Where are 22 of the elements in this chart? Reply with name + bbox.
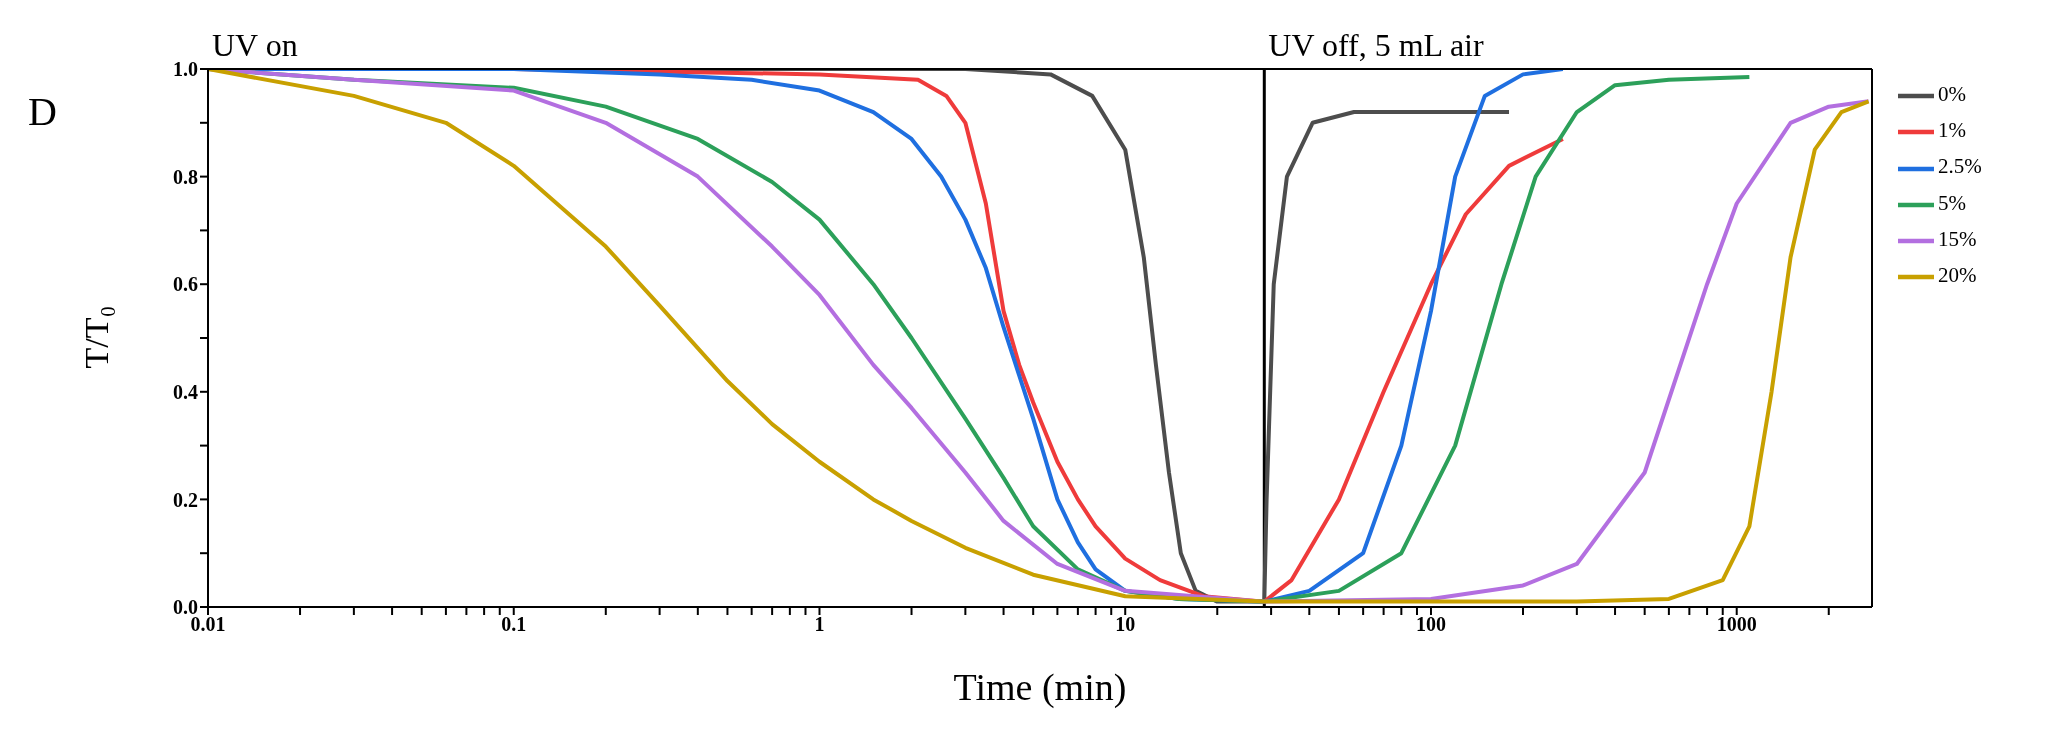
legend-label: 15% (1938, 226, 1977, 251)
y-tick-label: 1.0 (173, 58, 198, 81)
y-axis-title: T/T₀ (78, 305, 116, 369)
legend-label: 20% (1938, 262, 1977, 287)
legend-label: 5% (1938, 190, 1966, 215)
x-tick-label: 100 (1415, 613, 1446, 636)
x-tick-label: 1000 (1716, 613, 1757, 636)
y-tick-label: 0.2 (173, 488, 198, 511)
annotation: UV on (212, 27, 298, 64)
x-tick-label: 0.01 (190, 613, 226, 636)
text: D (28, 88, 57, 135)
legend-label: 2.5% (1938, 154, 1982, 179)
y-tick-label: 0.4 (173, 380, 198, 403)
y-tick-label: 0.6 (173, 273, 198, 296)
x-axis-title: Time (min) (952, 665, 1128, 709)
x-tick-label: 1 (814, 613, 825, 636)
x-tick-label: 10 (1115, 613, 1136, 636)
annotation: UV off, 5 mL air (1268, 27, 1484, 64)
legend-label: 1% (1938, 118, 1966, 143)
y-tick-label: 0.8 (173, 165, 198, 188)
x-tick-label: 0.1 (501, 613, 527, 636)
legend-label: 0% (1938, 82, 1966, 106)
